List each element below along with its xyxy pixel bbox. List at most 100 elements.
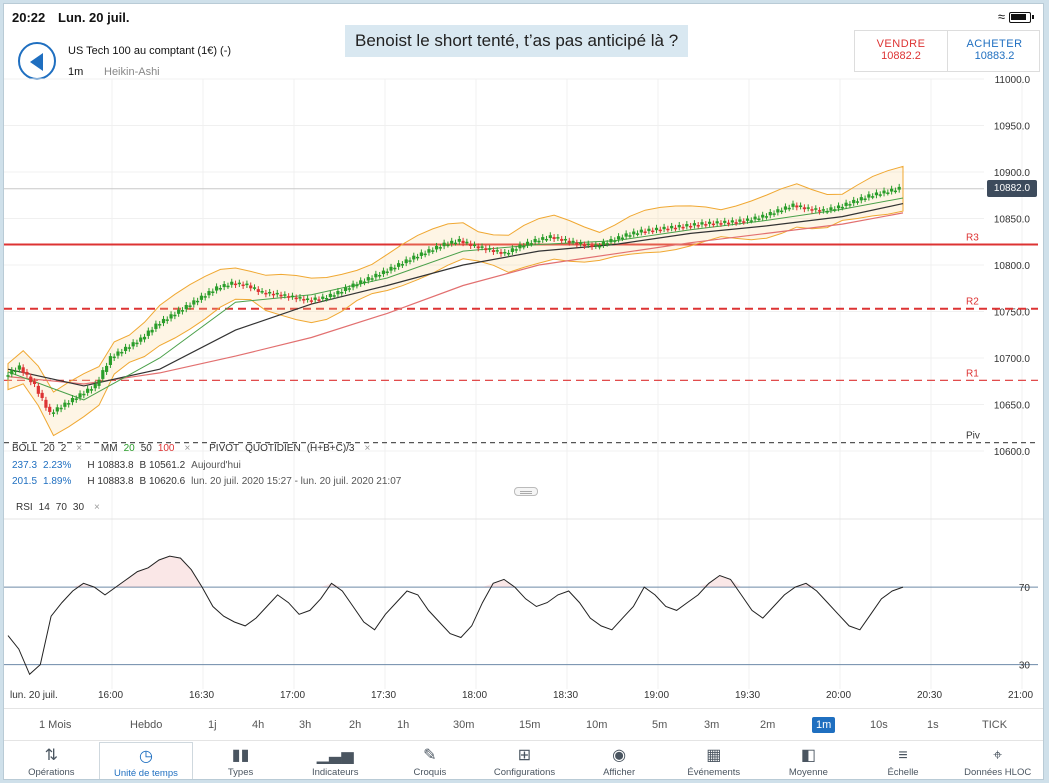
timeframe-10m[interactable]: 10m: [586, 719, 608, 731]
candle-body: [783, 206, 788, 210]
candle-body: [290, 295, 295, 298]
timeframe-3h[interactable]: 3h: [299, 719, 312, 731]
pencil-icon: ✎: [423, 747, 437, 764]
current-price-badge: 10882.0: [987, 180, 1037, 197]
toolbar-label: Afficher: [603, 767, 636, 778]
candle-body: [298, 297, 302, 299]
candle-body: [86, 388, 90, 393]
toolbar-average-button[interactable]: ◧ Moyenne: [761, 742, 856, 779]
timeframe-tick[interactable]: TICK: [982, 719, 1008, 731]
timeframe-1m[interactable]: 1m: [812, 717, 836, 733]
timeframe-1s[interactable]: 1s: [927, 719, 939, 731]
rsi-line: [7, 555, 904, 676]
chart-type-label[interactable]: Heikin-Ashi: [104, 66, 160, 78]
time-tick-label: 19:30: [735, 690, 761, 701]
candle-body: [142, 336, 147, 340]
rsi-close-icon[interactable]: ×: [94, 502, 100, 513]
candle-body: [158, 324, 162, 326]
range-points: 237.3: [12, 460, 38, 471]
toolbar-calendar-button[interactable]: ▦ Événements: [666, 742, 761, 779]
timeframe-2h[interactable]: 2h: [349, 719, 362, 731]
instrument-timeframe[interactable]: 1m: [68, 66, 84, 78]
toolbar-clock-button[interactable]: ◷ Unité de temps: [98, 742, 194, 779]
buy-button[interactable]: ACHETER 10883.2: [948, 31, 1041, 71]
timeframe-3m[interactable]: 3m: [704, 719, 720, 731]
candle-body: [829, 207, 833, 211]
candle-body: [469, 243, 473, 246]
candle-body: [378, 274, 382, 277]
pane-resize-handle[interactable]: [514, 487, 538, 496]
timeframe-1-mois[interactable]: 1 Mois: [39, 719, 72, 731]
timeframe-hebdo[interactable]: Hebdo: [130, 719, 163, 731]
candle-body: [598, 245, 602, 248]
candle-body: [799, 205, 803, 207]
candle-body: [17, 365, 21, 370]
low-value: B 10561.2: [139, 460, 186, 471]
timeframe-2m[interactable]: 2m: [760, 719, 776, 731]
toolbar-layout-button[interactable]: ⊞ Configurations: [477, 742, 572, 779]
toolbar-crosshair-button[interactable]: ⌖ Données HLOC: [950, 742, 1043, 779]
price-tick-label: 10700.0: [994, 354, 1031, 365]
toolbar-scale-button[interactable]: ≡ Échelle: [856, 742, 951, 779]
price-tick-label: 10750.0: [994, 308, 1031, 319]
candle-body: [465, 241, 469, 244]
price-tick-label: 10900.0: [994, 168, 1031, 179]
candle-body: [340, 291, 344, 294]
candle-body: [135, 342, 139, 345]
candle-body: [283, 294, 287, 296]
candle-body: [389, 266, 393, 271]
candle-body: [105, 365, 109, 372]
boll-period: 20: [43, 443, 55, 454]
candle-body: [871, 196, 875, 198]
price-chart[interactable]: 11000.0 10950.0 10900.0 10850.0 10800.0 10750…: [4, 4, 1044, 704]
candle-body: [776, 209, 780, 213]
candle-body: [768, 211, 772, 216]
pivot-close-icon[interactable]: ×: [364, 443, 371, 454]
candle-body: [108, 356, 112, 365]
toolbar-bars-button[interactable]: ▁▃▅ Indicateurs: [288, 742, 383, 779]
time-tick-label: lun. 20 juil.: [10, 690, 58, 701]
toolbar-pencil-button[interactable]: ✎ Croquis: [383, 742, 478, 779]
candle-body: [761, 214, 765, 218]
pivot-label[interactable]: PIVOT: [209, 443, 240, 454]
toolbar-swap-button[interactable]: ⇅ Opérations: [4, 742, 99, 779]
sell-button[interactable]: VENDRE 10882.2: [855, 31, 948, 71]
candle-body: [806, 207, 810, 209]
candle-body: [131, 342, 135, 347]
candle-body: [154, 323, 158, 329]
timeframe-10s[interactable]: 10s: [870, 719, 888, 731]
range-pct: 2.23%: [43, 460, 72, 471]
mm-label[interactable]: MM: [100, 443, 118, 454]
candle-body: [867, 194, 871, 198]
timeframe-5m[interactable]: 5m: [652, 719, 668, 731]
battery-icon: [1009, 12, 1034, 23]
candle-body: [700, 222, 704, 225]
timeframe-1j[interactable]: 1j: [208, 719, 217, 731]
candle-body: [753, 216, 757, 220]
candle-body: [893, 190, 898, 193]
candle-body: [450, 240, 454, 244]
candle-body: [249, 285, 253, 289]
candle-body: [241, 284, 245, 287]
candle-body: [63, 402, 67, 407]
timeframe-30m[interactable]: 30m: [453, 719, 475, 731]
timeframe-15m[interactable]: 15m: [519, 719, 541, 731]
candle-body: [89, 389, 94, 391]
toolbar-candles-button[interactable]: ▮▮ Types: [193, 742, 288, 779]
high-value-2: H 10883.8: [87, 476, 134, 487]
boll-label[interactable]: BOLL: [12, 443, 38, 454]
rsi-label[interactable]: RSI: [16, 502, 33, 513]
timeframe-4h[interactable]: 4h: [252, 719, 265, 731]
pivot-type: QUOTIDIEN: [245, 443, 301, 454]
candle-body: [120, 351, 124, 354]
candle-body: [552, 237, 556, 239]
candle-body: [730, 220, 734, 223]
timeframe-1h[interactable]: 1h: [397, 719, 410, 731]
candle-body: [260, 291, 264, 293]
mm-close-icon[interactable]: ×: [184, 443, 191, 454]
candle-body: [139, 337, 143, 342]
candle-body: [704, 224, 708, 226]
toolbar-eye-button[interactable]: ◉ Afficher: [572, 742, 667, 779]
candle-body: [533, 238, 537, 243]
boll-close-icon[interactable]: ×: [76, 443, 83, 454]
